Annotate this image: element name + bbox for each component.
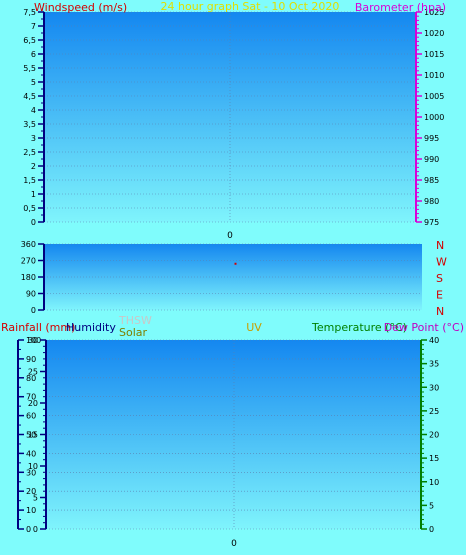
tick-label: 90 [26,355,36,364]
tick-label: 3 [31,134,36,143]
rain-temp-grid [46,339,421,530]
tick-label: 60 [26,412,36,421]
tick-label: 990 [424,155,439,164]
tick-label: 1020 [424,29,444,38]
wind-direction-grid [44,243,422,311]
tick-label: 20 [26,487,36,496]
wind-baro-grid [44,11,416,223]
tick-label: 40 [26,449,36,458]
tick-label: 100 [26,336,41,345]
tick-label: 0 [429,525,434,534]
tick-label: 7,5 [23,8,36,17]
windspeed-axis: 0 0,5 1 1,5 2 2,5 3 3,5 4 4,5 5 5,5 6 6,5 7 7,5 [23,8,45,227]
chart-title: 24 hour graph Sat - 10 Oct 2020 [161,0,340,13]
tick-label: 5 [33,494,38,503]
tick-label: 1,5 [23,176,36,185]
rainfall-axis-label: Rainfall (mm) [1,321,75,334]
tick-label: 360 [21,240,36,249]
x-tick-label: 0 [227,231,233,241]
wind-direction-points [234,262,237,265]
tick-label: 20 [429,431,439,440]
tick-label: 0,5 [23,204,36,213]
tick-label: 15 [28,431,38,440]
tick-label: 50 [26,431,36,440]
tick-label: 975 [424,218,439,227]
tick-label: 3,5 [23,120,36,129]
humidity-axis: 0 5 10 15 20 25 30 [28,336,47,534]
temperature-axis: 0 5 10 15 20 25 30 35 40 [420,336,439,534]
tick-label: 5,5 [23,64,36,73]
tick-label: 0 [31,218,36,227]
compass-label: N [436,239,444,252]
tick-label: 0 [31,306,36,315]
tick-label: 20 [28,399,38,408]
tick-label: 4,5 [23,92,36,101]
tick-label: 5 [31,78,36,87]
tick-label: 90 [26,290,36,299]
tick-label: 10 [429,478,439,487]
tick-label: 5 [429,501,434,510]
wind-direction-point [234,262,237,265]
tick-label: 2,5 [23,148,36,157]
tick-label: 7 [31,22,36,31]
solar-label: Solar [119,326,148,339]
tick-label: 35 [429,360,439,369]
tick-label: 4 [31,106,36,115]
tick-label: 995 [424,134,439,143]
tick-label: 10 [28,462,38,471]
tick-label: 1015 [424,50,444,59]
humidity-axis-label: Humidity [66,321,116,334]
tick-label: 980 [424,197,439,206]
tick-label: 1005 [424,92,444,101]
compass-label: E [436,289,443,302]
barometer-axis-label: Barometer (hpa) [355,1,446,14]
compass-label: N [436,305,444,318]
compass-label: S [436,272,443,285]
temperature-axis-label: Temperature (°C) [311,321,407,334]
tick-label: 70 [26,393,36,402]
tick-label: 0 [33,525,38,534]
tick-label: 30 [26,468,36,477]
tick-label: 30 [429,383,439,392]
tick-label: 25 [429,407,439,416]
x-tick-label: 0 [231,539,237,549]
tick-label: 1 [31,190,36,199]
uv-label: UV [246,321,262,334]
tick-label: 1010 [424,71,444,80]
tick-label: 180 [21,273,36,282]
tick-label: 10 [26,506,36,515]
tick-label: 30 [28,336,38,345]
barometer-axis: 975 980 985 990 995 1000 1005 1010 1015 1020 1025 [415,8,444,227]
tick-label: 270 [21,257,36,266]
tick-label: 40 [429,336,439,345]
tick-label: 0 [26,525,31,534]
tick-label: 6,5 [23,36,36,45]
tick-label: 15 [429,454,439,463]
thsw-label: THSW [118,314,152,327]
tick-label: 80 [26,374,36,383]
compass-label: W [436,256,447,269]
tick-label: 1025 [424,8,444,17]
tick-label: 985 [424,176,439,185]
direction-axis: 0 90 180 270 360 [21,240,45,315]
tick-label: 6 [31,50,36,59]
tick-label: 1000 [424,113,444,122]
dewpoint-axis-label: Dew Point (°C) [384,321,464,334]
windspeed-axis-label: Windspeed (m/s) [34,1,127,14]
tick-label: 2 [31,162,36,171]
wind-baro-panel: 00,511,522,533,544,555,566,577,5 9759809… [23,0,446,241]
tick-label: 25 [28,368,38,377]
